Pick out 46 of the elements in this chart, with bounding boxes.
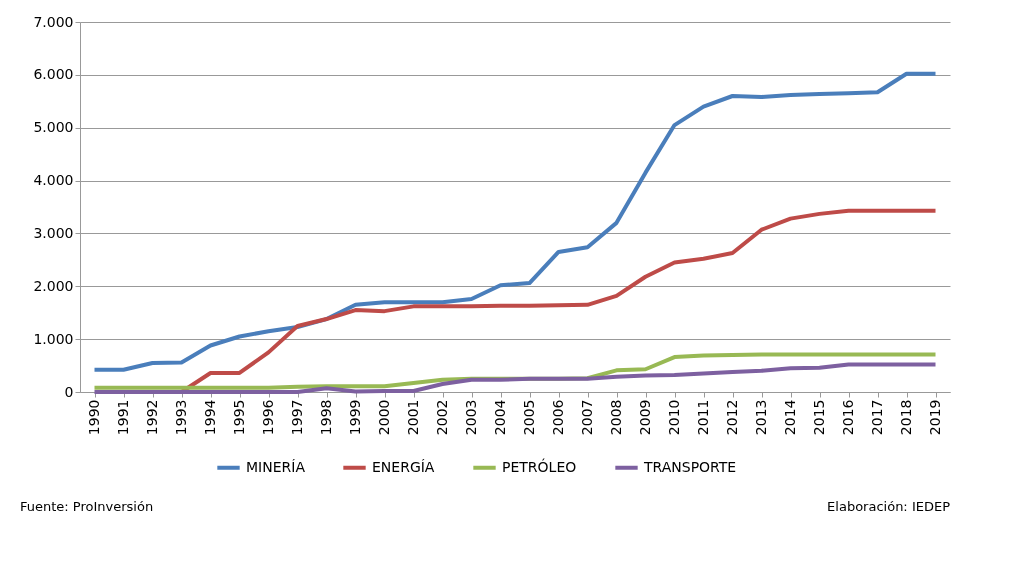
x-tick-label: 2003 [463, 399, 479, 436]
x-tick-label: 2008 [608, 399, 624, 436]
x-tick-label: 2005 [521, 399, 537, 436]
y-tick-label: 6.000 [33, 66, 74, 83]
x-tick-label: 2004 [492, 399, 508, 436]
x-tick-label: 2017 [869, 399, 885, 436]
x-tick-label: 2011 [695, 399, 711, 436]
x-tick-label: 1992 [144, 399, 160, 436]
line-series [92, 362, 938, 394]
y-tick-label: 2.000 [33, 277, 74, 294]
y-tick-label: 5.000 [33, 119, 74, 136]
x-tick-label: 1998 [318, 399, 334, 436]
x-tick-label: 1996 [260, 399, 276, 436]
x-tick-label: 1990 [86, 399, 102, 436]
x-tick-label: 2014 [782, 399, 798, 436]
x-tick-label: 1993 [173, 399, 189, 436]
x-tick-label: 2002 [434, 399, 450, 436]
legend-label: TRANSPORTE [643, 458, 737, 475]
x-tick-label: 2012 [724, 399, 740, 436]
x-tick-label: 2007 [579, 399, 595, 436]
x-tick-label: 2001 [405, 399, 421, 436]
x-tick-label: 1999 [347, 399, 363, 436]
x-tick-label: 2016 [840, 399, 856, 436]
x-tick-label: 1991 [115, 399, 131, 436]
x-tick-label: 2010 [666, 399, 682, 436]
x-tick-label: 1994 [202, 399, 218, 436]
x-tick-label: 2013 [753, 399, 769, 436]
line-series [92, 71, 938, 372]
x-tick-label: 2006 [550, 399, 566, 436]
y-tick-label: 4.000 [33, 172, 74, 189]
y-tick-label: 0 [64, 383, 74, 400]
y-tick-label: 1.000 [33, 330, 74, 347]
x-tick-label: 1995 [231, 399, 247, 436]
x-tick-label: 2019 [927, 399, 943, 436]
legend-label: PETRÓLEO [502, 457, 577, 475]
source-note: Fuente: ProInversión [20, 499, 154, 514]
y-tick-label: 3.000 [33, 224, 74, 241]
x-tick-label: 2009 [637, 399, 653, 436]
text: Elaboración: IEDEP [827, 499, 951, 514]
y-tick-label: 7.000 [33, 13, 74, 30]
legend-label: MINERÍA [246, 458, 306, 475]
x-tick-label: 2015 [811, 399, 827, 436]
x-tick-label: 2018 [898, 399, 914, 436]
legend-label: ENERGÍA [372, 458, 435, 475]
x-tick-label: 1997 [289, 399, 305, 436]
x-tick-label: 2000 [376, 399, 392, 436]
